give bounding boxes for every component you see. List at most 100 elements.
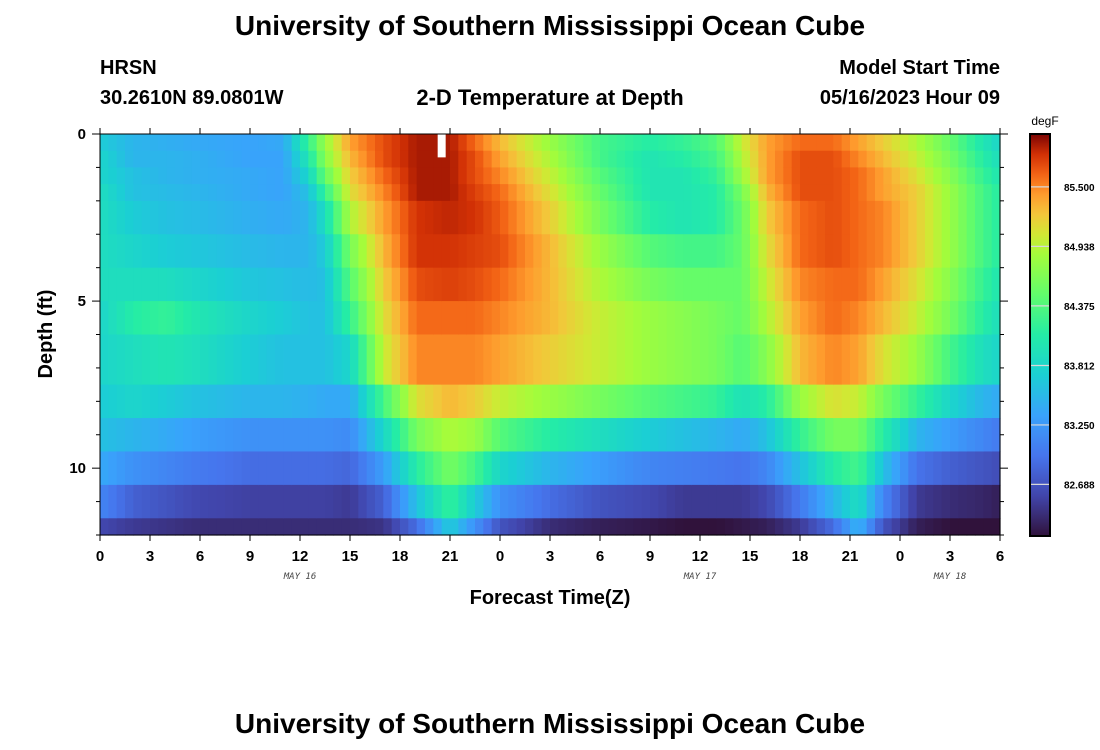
heatmap-cell (500, 200, 509, 235)
heatmap-cell (133, 418, 143, 453)
heatmap-cell (375, 484, 384, 519)
heatmap-cell (608, 301, 618, 336)
heatmap-cell (183, 184, 193, 202)
heatmap-cell (983, 234, 993, 269)
heatmap-cell (158, 150, 168, 169)
x-tick-label: 3 (946, 548, 954, 565)
heatmap-cell (350, 267, 359, 302)
heatmap-cell (808, 184, 818, 202)
heatmap-cell (600, 267, 609, 302)
heatmap-cell (433, 301, 443, 336)
heatmap-cell (875, 184, 884, 202)
heatmap-cell (900, 150, 909, 169)
heatmap-cell (433, 184, 443, 202)
heatmap-cell (583, 234, 593, 269)
heatmap-cell (508, 200, 518, 235)
heatmap-cell (708, 484, 718, 519)
heatmap-cell (741, 267, 751, 302)
heatmap-cell (266, 234, 276, 269)
footer-title: University of Southern Mississippi Ocean… (234, 708, 866, 739)
heatmap-cell (725, 451, 734, 486)
heatmap-cell (958, 384, 968, 419)
heatmap-cell (841, 484, 851, 519)
heatmap-cell (958, 267, 968, 302)
heatmap-cell (100, 518, 109, 536)
heatmap-cell (475, 134, 484, 152)
heatmap-cell (766, 200, 776, 235)
heatmap-cell (275, 184, 284, 202)
heatmap-cell (691, 484, 701, 519)
heatmap-cell (658, 234, 668, 269)
x-tick-label: 9 (646, 548, 654, 565)
heatmap-cell (308, 267, 318, 302)
heatmap-cell (300, 484, 309, 519)
heatmap-cell (250, 150, 259, 169)
heatmap-cell (466, 301, 476, 336)
heatmap-cell (275, 167, 284, 185)
heatmap-cell (950, 267, 959, 302)
colorbar-tick-label: 83.812 (1064, 361, 1095, 372)
station-name: HRSN (100, 57, 157, 79)
heatmap-cell (125, 418, 134, 453)
heatmap-cell (391, 150, 401, 169)
heatmap-cell (900, 334, 909, 386)
heatmap-cell (466, 384, 476, 419)
heatmap-cell (441, 384, 451, 419)
heatmap-cell (816, 267, 826, 302)
heatmap-cell (975, 134, 984, 152)
heatmap-cell (450, 451, 459, 486)
heatmap-cell (341, 234, 351, 269)
heatmap-cell (683, 518, 693, 536)
heatmap-cell (991, 301, 1001, 336)
heatmap-cell (233, 134, 243, 152)
heatmap-cell (675, 451, 684, 486)
heatmap-cell (350, 234, 359, 269)
heatmap-cell (166, 518, 176, 536)
heatmap-cell (591, 234, 601, 269)
heatmap-cell (616, 150, 626, 169)
heatmap-cell (800, 334, 809, 386)
heatmap-cell (950, 334, 959, 386)
heatmap-cell (708, 150, 718, 169)
heatmap-cell (800, 518, 809, 536)
heatmap-cell (858, 167, 868, 185)
heatmap-cell (825, 418, 834, 453)
heatmap-cell (841, 334, 851, 386)
heatmap-cell (500, 518, 509, 536)
heatmap-cell (175, 167, 184, 185)
heatmap-cell (691, 184, 701, 202)
heatmap-cell (541, 134, 551, 152)
heatmap-cell (758, 518, 768, 536)
heatmap-cell (583, 184, 593, 202)
heatmap-cell (191, 384, 201, 419)
heatmap-cell (383, 301, 393, 336)
heatmap-cell (975, 451, 984, 486)
heatmap-cell (966, 167, 976, 185)
heatmap-cell (825, 334, 834, 386)
heatmap-cell (491, 484, 501, 519)
heatmap-cell (900, 301, 909, 336)
heatmap-cell (391, 418, 401, 453)
heatmap-cell (941, 267, 951, 302)
colorbar-scale (1029, 133, 1051, 537)
heatmap-cell (191, 484, 201, 519)
heatmap-cell (150, 301, 159, 336)
heatmap-cell (283, 134, 293, 152)
heatmap-cell (366, 334, 376, 386)
heatmap-cell (483, 334, 493, 386)
heatmap-cell (816, 234, 826, 269)
x-tick-label: 0 (96, 548, 104, 565)
heatmap-cell (100, 301, 109, 336)
heatmap-cell (416, 484, 426, 519)
model-start-label: Model Start Time (839, 57, 1000, 79)
heatmap-cell (175, 301, 184, 336)
heatmap-cell (675, 518, 684, 536)
heatmap-cell (558, 301, 568, 336)
heatmap-cell (500, 451, 509, 486)
heatmap-cell (825, 301, 834, 336)
heatmap-cell (508, 451, 518, 486)
heatmap-cell (100, 184, 109, 202)
heatmap-cell (775, 200, 784, 235)
heatmap-cell (558, 518, 568, 536)
heatmap-cell (791, 384, 801, 419)
